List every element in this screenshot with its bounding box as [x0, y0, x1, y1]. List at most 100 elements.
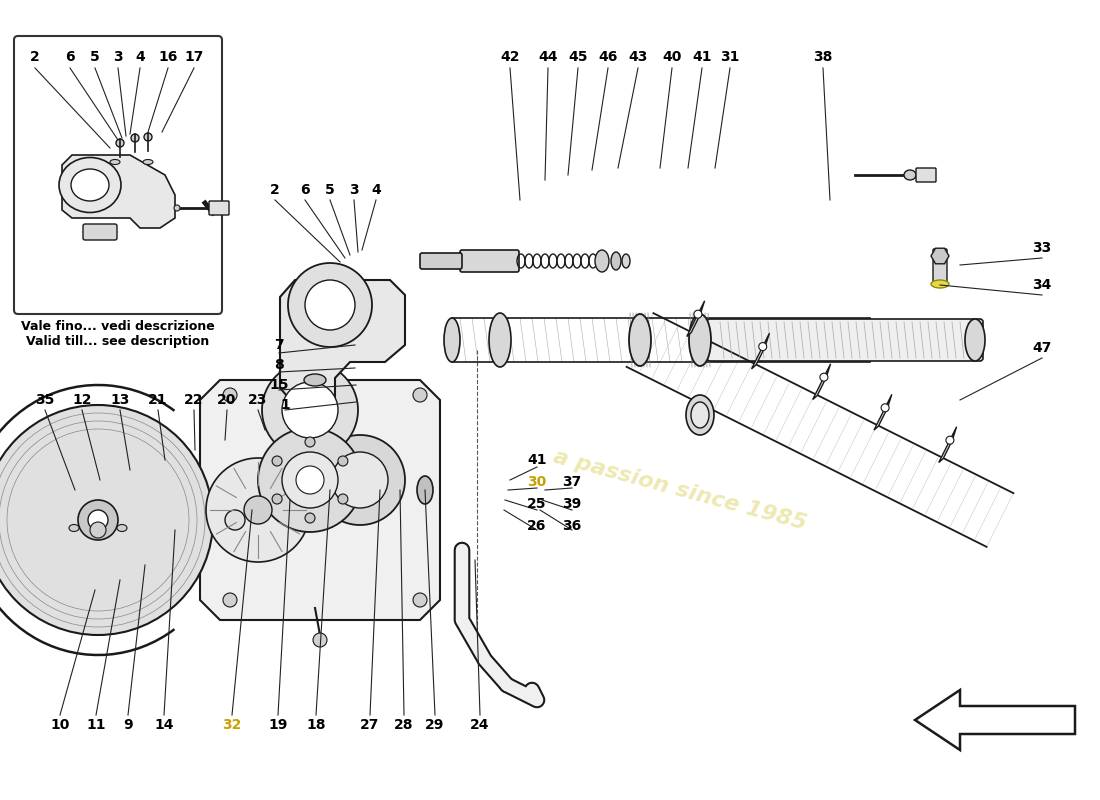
Text: 31: 31 — [720, 50, 739, 64]
Circle shape — [78, 500, 118, 540]
Text: 39: 39 — [562, 497, 582, 511]
Ellipse shape — [131, 134, 139, 142]
Circle shape — [338, 456, 348, 466]
Circle shape — [332, 452, 388, 508]
Text: 5: 5 — [326, 183, 334, 197]
Ellipse shape — [116, 139, 124, 147]
Ellipse shape — [174, 205, 180, 211]
Text: 35: 35 — [35, 393, 55, 407]
Text: 26: 26 — [527, 519, 547, 533]
Text: 13: 13 — [110, 393, 130, 407]
Text: 3: 3 — [349, 183, 359, 197]
Ellipse shape — [117, 525, 126, 531]
Ellipse shape — [904, 170, 916, 180]
Text: 16: 16 — [158, 50, 178, 64]
Text: 25: 25 — [527, 497, 547, 511]
Text: 34: 34 — [1032, 278, 1052, 292]
Ellipse shape — [69, 525, 79, 531]
Text: 47: 47 — [1032, 341, 1052, 355]
Ellipse shape — [72, 169, 109, 201]
Circle shape — [412, 593, 427, 607]
Circle shape — [258, 428, 362, 532]
Text: 46: 46 — [598, 50, 618, 64]
Ellipse shape — [417, 476, 433, 504]
Polygon shape — [938, 426, 957, 462]
Circle shape — [272, 456, 282, 466]
Text: 40: 40 — [662, 50, 682, 64]
Text: 33: 33 — [1033, 241, 1052, 255]
Circle shape — [90, 522, 106, 538]
FancyBboxPatch shape — [209, 201, 229, 215]
Ellipse shape — [143, 159, 153, 165]
Circle shape — [881, 404, 889, 412]
Polygon shape — [931, 248, 949, 264]
FancyBboxPatch shape — [82, 224, 117, 240]
Text: 27: 27 — [361, 718, 379, 732]
Text: 4: 4 — [135, 50, 145, 64]
Text: 24: 24 — [471, 718, 490, 732]
Text: 8: 8 — [274, 358, 284, 372]
Circle shape — [0, 405, 213, 635]
Text: 5: 5 — [90, 50, 100, 64]
Text: 43: 43 — [628, 50, 648, 64]
FancyBboxPatch shape — [211, 506, 270, 534]
Text: 36: 36 — [562, 519, 582, 533]
Circle shape — [315, 435, 405, 525]
FancyBboxPatch shape — [916, 168, 936, 182]
Text: 10: 10 — [51, 718, 69, 732]
Text: 38: 38 — [813, 50, 833, 64]
Circle shape — [338, 494, 348, 504]
Text: 21: 21 — [148, 393, 167, 407]
Ellipse shape — [304, 374, 326, 386]
Text: 15: 15 — [270, 378, 288, 392]
Text: 1: 1 — [280, 398, 290, 412]
Circle shape — [282, 382, 338, 438]
Circle shape — [412, 388, 427, 402]
Text: 7: 7 — [274, 338, 284, 352]
Ellipse shape — [691, 402, 710, 428]
Circle shape — [206, 458, 310, 562]
Circle shape — [226, 510, 245, 530]
Ellipse shape — [490, 313, 512, 367]
Circle shape — [820, 373, 828, 381]
Text: 41: 41 — [692, 50, 712, 64]
Text: 22: 22 — [185, 393, 204, 407]
Text: 2: 2 — [30, 50, 40, 64]
Text: 45: 45 — [569, 50, 587, 64]
Text: 11: 11 — [86, 718, 106, 732]
Ellipse shape — [144, 133, 152, 141]
FancyBboxPatch shape — [707, 319, 983, 361]
Text: 42: 42 — [500, 50, 519, 64]
Circle shape — [223, 388, 236, 402]
Circle shape — [244, 496, 272, 524]
Circle shape — [694, 310, 702, 318]
Ellipse shape — [610, 252, 621, 270]
FancyBboxPatch shape — [420, 253, 462, 269]
FancyBboxPatch shape — [14, 36, 222, 314]
Circle shape — [305, 437, 315, 447]
Circle shape — [296, 466, 324, 494]
FancyBboxPatch shape — [460, 250, 519, 272]
Circle shape — [314, 633, 327, 647]
Text: 3: 3 — [113, 50, 123, 64]
Ellipse shape — [629, 314, 651, 366]
Ellipse shape — [110, 159, 120, 165]
Polygon shape — [813, 364, 830, 399]
Circle shape — [759, 342, 767, 350]
Ellipse shape — [444, 318, 460, 362]
Text: a passion since 1985: a passion since 1985 — [551, 446, 808, 534]
FancyBboxPatch shape — [933, 249, 947, 283]
Circle shape — [217, 502, 253, 538]
Text: 6: 6 — [65, 50, 75, 64]
Text: 30: 30 — [527, 475, 547, 489]
Circle shape — [288, 263, 372, 347]
Ellipse shape — [621, 254, 630, 268]
Circle shape — [223, 593, 236, 607]
Ellipse shape — [59, 158, 121, 213]
Ellipse shape — [689, 314, 711, 366]
Ellipse shape — [686, 395, 714, 435]
Polygon shape — [751, 333, 769, 369]
Circle shape — [262, 362, 358, 458]
Text: 44: 44 — [538, 50, 558, 64]
Text: 29: 29 — [426, 718, 444, 732]
